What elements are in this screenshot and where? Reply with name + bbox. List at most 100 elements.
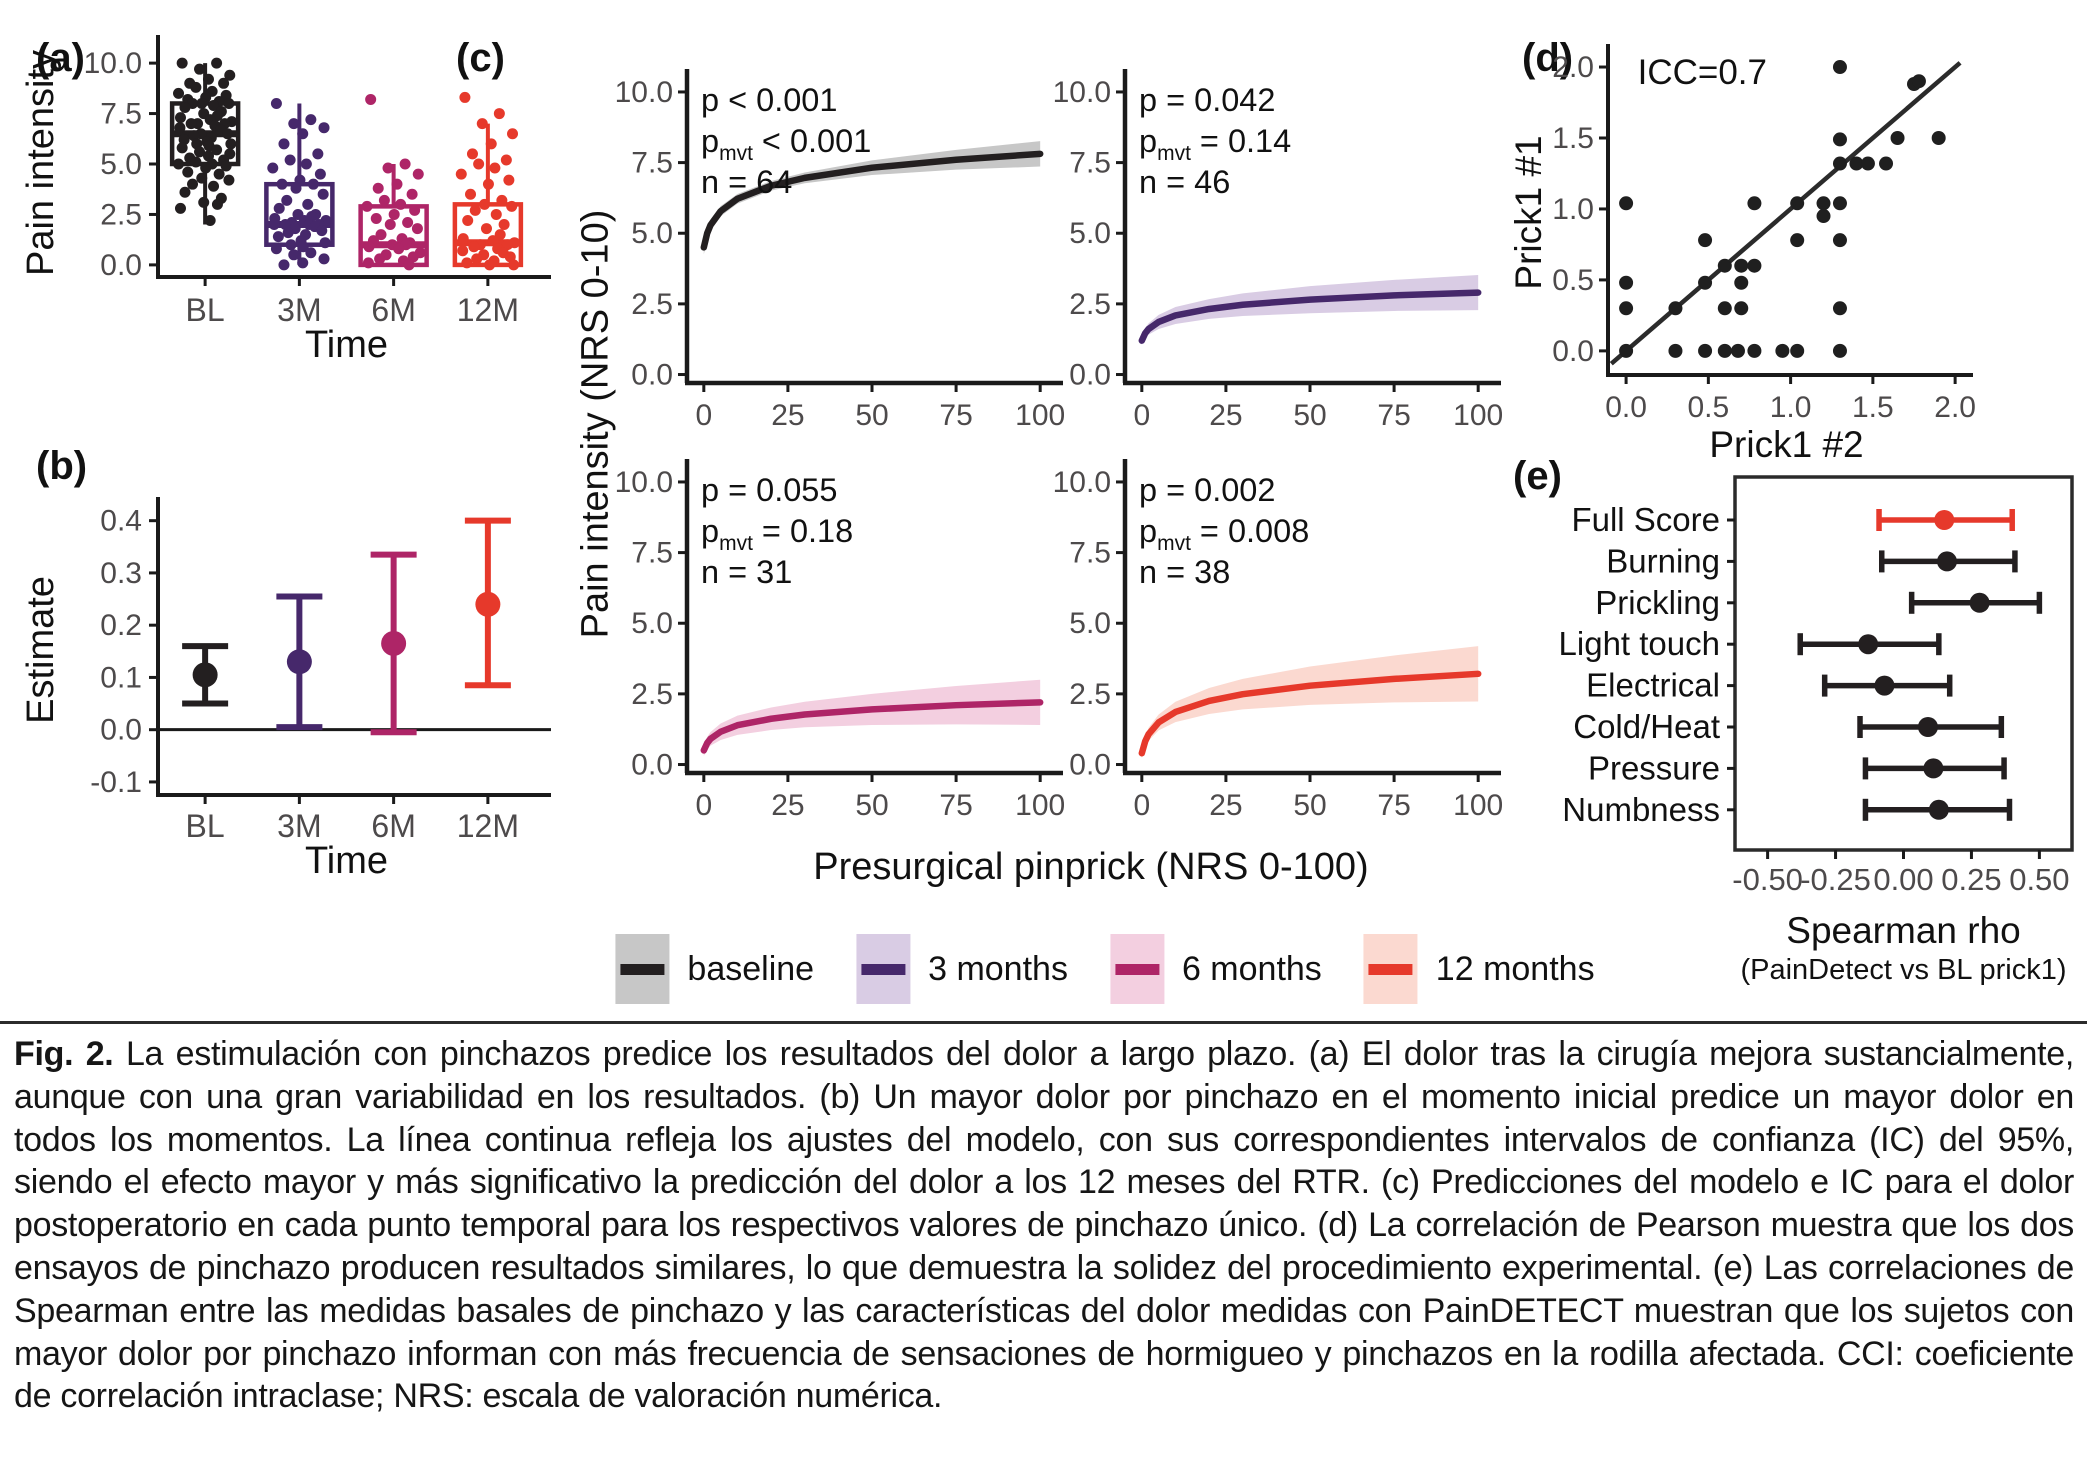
svg-text:0.00: 0.00 [1873, 862, 1933, 897]
svg-text:10.0: 10.0 [1053, 76, 1111, 109]
e-row-Numbness [1862, 798, 2013, 821]
svg-text:Electrical: Electrical [1586, 667, 1720, 704]
svg-text:50: 50 [1293, 399, 1326, 432]
e-axes: -0.50-0.25 0.00 0.25 0.50 Full Score Burning P… [1559, 475, 2074, 897]
legend-line-icon [1114, 963, 1159, 975]
a-axes: 0.0 2.5 5.0 7.5 10.0 BL 3M 6M 12M [84, 35, 551, 328]
svg-text:7.5: 7.5 [631, 147, 673, 180]
c-annotation: p = 0.042 pmvt = 0.14n = 46 [1139, 82, 1291, 200]
b-estimate-BL [182, 643, 229, 707]
legend-swatch-icon [1109, 934, 1164, 1004]
svg-text:BL: BL [186, 808, 225, 844]
legend-swatch-icon [1363, 934, 1418, 1004]
e-row-Burning [1879, 550, 2018, 573]
svg-text:100: 100 [1453, 789, 1503, 822]
svg-text:6M: 6M [371, 808, 415, 844]
c-annotation: p = 0.055 pmvt = 0.18n = 31 [701, 472, 853, 590]
svg-text:p < 0.001: p < 0.001 [701, 82, 837, 118]
e-row-Cold-Heat [1857, 716, 2005, 738]
svg-text:0.0: 0.0 [631, 359, 673, 392]
svg-text:0.0: 0.0 [100, 714, 142, 747]
legend-swatch-icon [856, 934, 911, 1004]
svg-text:2.5: 2.5 [631, 678, 673, 711]
svg-text:0.5: 0.5 [1552, 264, 1594, 297]
svg-text:0.4: 0.4 [100, 505, 142, 538]
svg-text:7.5: 7.5 [631, 537, 673, 570]
legend-line-icon [620, 963, 665, 975]
svg-text:50: 50 [1293, 789, 1326, 822]
b-estimate-12M [464, 517, 511, 689]
panel-e-label: (e) [1513, 454, 1562, 498]
panel-c-x-axis-title: Presurgical pinprick (NRS 0-100) [813, 846, 1369, 888]
svg-text:5.0: 5.0 [631, 217, 673, 250]
svg-text:7.5: 7.5 [1069, 537, 1111, 570]
svg-text:75: 75 [1377, 399, 1410, 432]
panel-c-subplot-baseline: 0.0 2.5 5.0 7.5 10.0 0 25 50 75 100 p < 0.001 pmvt … [615, 69, 1065, 432]
svg-text:pmvt = 0.18: pmvt = 0.18 [701, 513, 853, 555]
svg-text:Time: Time [305, 840, 388, 882]
svg-text:0: 0 [1133, 789, 1150, 822]
svg-text:25: 25 [771, 399, 804, 432]
panel-c-subplot-12-months: 0.0 2.5 5.0 7.5 10.0 0 25 50 75 100 p = 0.002 pmvt … [1053, 459, 1503, 822]
svg-text:Prick1 #2: Prick1 #2 [1709, 424, 1863, 465]
svg-text:5.0: 5.0 [100, 148, 142, 181]
caption-figure-number: Fig. 2. [14, 1035, 114, 1073]
panel-d-label: (d) [1522, 36, 1574, 80]
svg-text:6M: 6M [371, 292, 415, 328]
svg-text:(PainDetect vs BL prick1): (PainDetect vs BL prick1) [1740, 954, 2066, 986]
svg-text:0.50: 0.50 [2009, 862, 2069, 897]
d-series [1609, 60, 1962, 366]
svg-text:1.0: 1.0 [1770, 391, 1812, 424]
legend-item-6-months: 6 months [1109, 934, 1322, 1004]
legend-label: 3 months [928, 949, 1068, 988]
panel-d-scatter-chart: 0.0 0.0 0.5 0.5 1.0 1.0 1.5 1.5 2.0 2.0 ICC=0.7 Pri… [1508, 44, 1976, 465]
d-y-axis-title: Prick1 #1 [1508, 135, 1549, 289]
svg-text:0.0: 0.0 [1069, 359, 1111, 392]
svg-text:Prickling: Prickling [1595, 584, 1720, 621]
svg-text:Numbness: Numbness [1562, 791, 1720, 828]
a-box-3M [264, 97, 335, 271]
a-y-axis-title: Pain intensity [20, 50, 62, 276]
b-estimate-3M [276, 593, 323, 731]
figure-caption: Fig. 2. La estimulación con pinchazos pr… [14, 1033, 2074, 1418]
svg-text:12M: 12M [457, 808, 519, 844]
e-row-Light-touch [1797, 633, 1942, 656]
svg-text:0.0: 0.0 [1069, 749, 1111, 782]
svg-text:25: 25 [771, 789, 804, 822]
svg-text:3M: 3M [277, 808, 321, 844]
svg-text:10.0: 10.0 [615, 466, 673, 499]
e-row-Pressure [1862, 757, 2007, 780]
svg-text:100: 100 [1453, 399, 1503, 432]
svg-text:Full Score: Full Score [1571, 501, 1720, 538]
svg-text:pmvt < 0.001: pmvt < 0.001 [701, 123, 871, 165]
a-box-BL [169, 57, 241, 227]
svg-text:n = 31: n = 31 [701, 554, 792, 590]
svg-text:Light touch: Light touch [1559, 625, 1720, 662]
c-axes: 0.0 2.5 5.0 7.5 10.0 0 25 50 75 100 [615, 69, 1065, 432]
svg-text:10.0: 10.0 [84, 47, 142, 80]
e-x-axis-title: Spearman rho [1786, 910, 2020, 951]
svg-text:1.0: 1.0 [1552, 193, 1594, 226]
d-annotation: ICC=0.7 [1638, 53, 1767, 92]
d-x-axis-title: Prick1 #2 [1709, 424, 1863, 465]
svg-text:Cold/Heat: Cold/Heat [1573, 708, 1720, 745]
svg-text:p = 0.055: p = 0.055 [701, 472, 837, 508]
panel-b-errorbar-chart: -0.1 0.0 0.1 0.2 0.3 0.4 BL 3M 6M 12M Time Estimate [20, 497, 551, 882]
svg-text:-0.1: -0.1 [90, 766, 142, 799]
b-x-axis-title: Time [305, 840, 388, 882]
panel-c-subplot-6-months: 0.0 2.5 5.0 7.5 10.0 0 25 50 75 100 p = 0.055 pmvt … [615, 459, 1065, 822]
c-series-12-months [1138, 646, 1482, 759]
svg-text:10.0: 10.0 [1053, 466, 1111, 499]
svg-text:0: 0 [1133, 399, 1150, 432]
svg-text:0.0: 0.0 [1605, 391, 1647, 424]
a-box-12M [452, 91, 524, 271]
svg-text:25: 25 [1209, 789, 1242, 822]
panel-a-boxplot-chart: 0.0 2.5 5.0 7.5 10.0 BL 3M 6M 12M Time Pain intens… [20, 35, 551, 366]
svg-text:2.5: 2.5 [1069, 288, 1111, 321]
svg-text:50: 50 [855, 399, 888, 432]
e-row-Full-Score [1876, 509, 2015, 531]
svg-text:pmvt = 0.14: pmvt = 0.14 [1139, 123, 1291, 165]
e-row-Electrical [1821, 674, 1953, 697]
